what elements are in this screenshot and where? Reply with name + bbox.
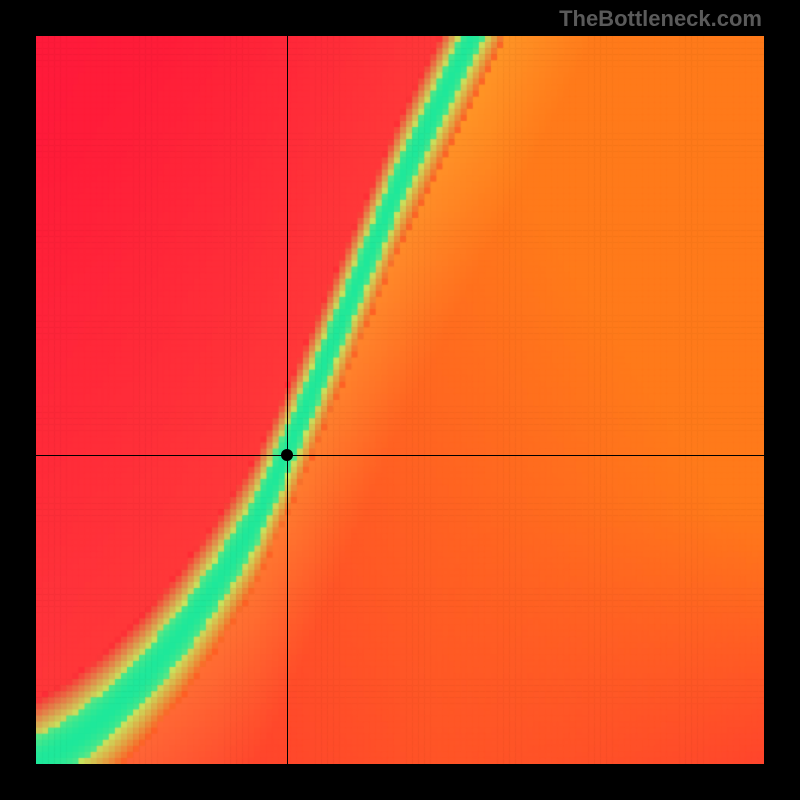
- watermark-text: TheBottleneck.com: [559, 6, 762, 32]
- crosshair-horizontal: [36, 455, 764, 456]
- bottleneck-heatmap: [36, 36, 764, 764]
- crosshair-vertical: [287, 36, 288, 764]
- plot-area: [36, 36, 764, 764]
- selection-marker: [281, 449, 293, 461]
